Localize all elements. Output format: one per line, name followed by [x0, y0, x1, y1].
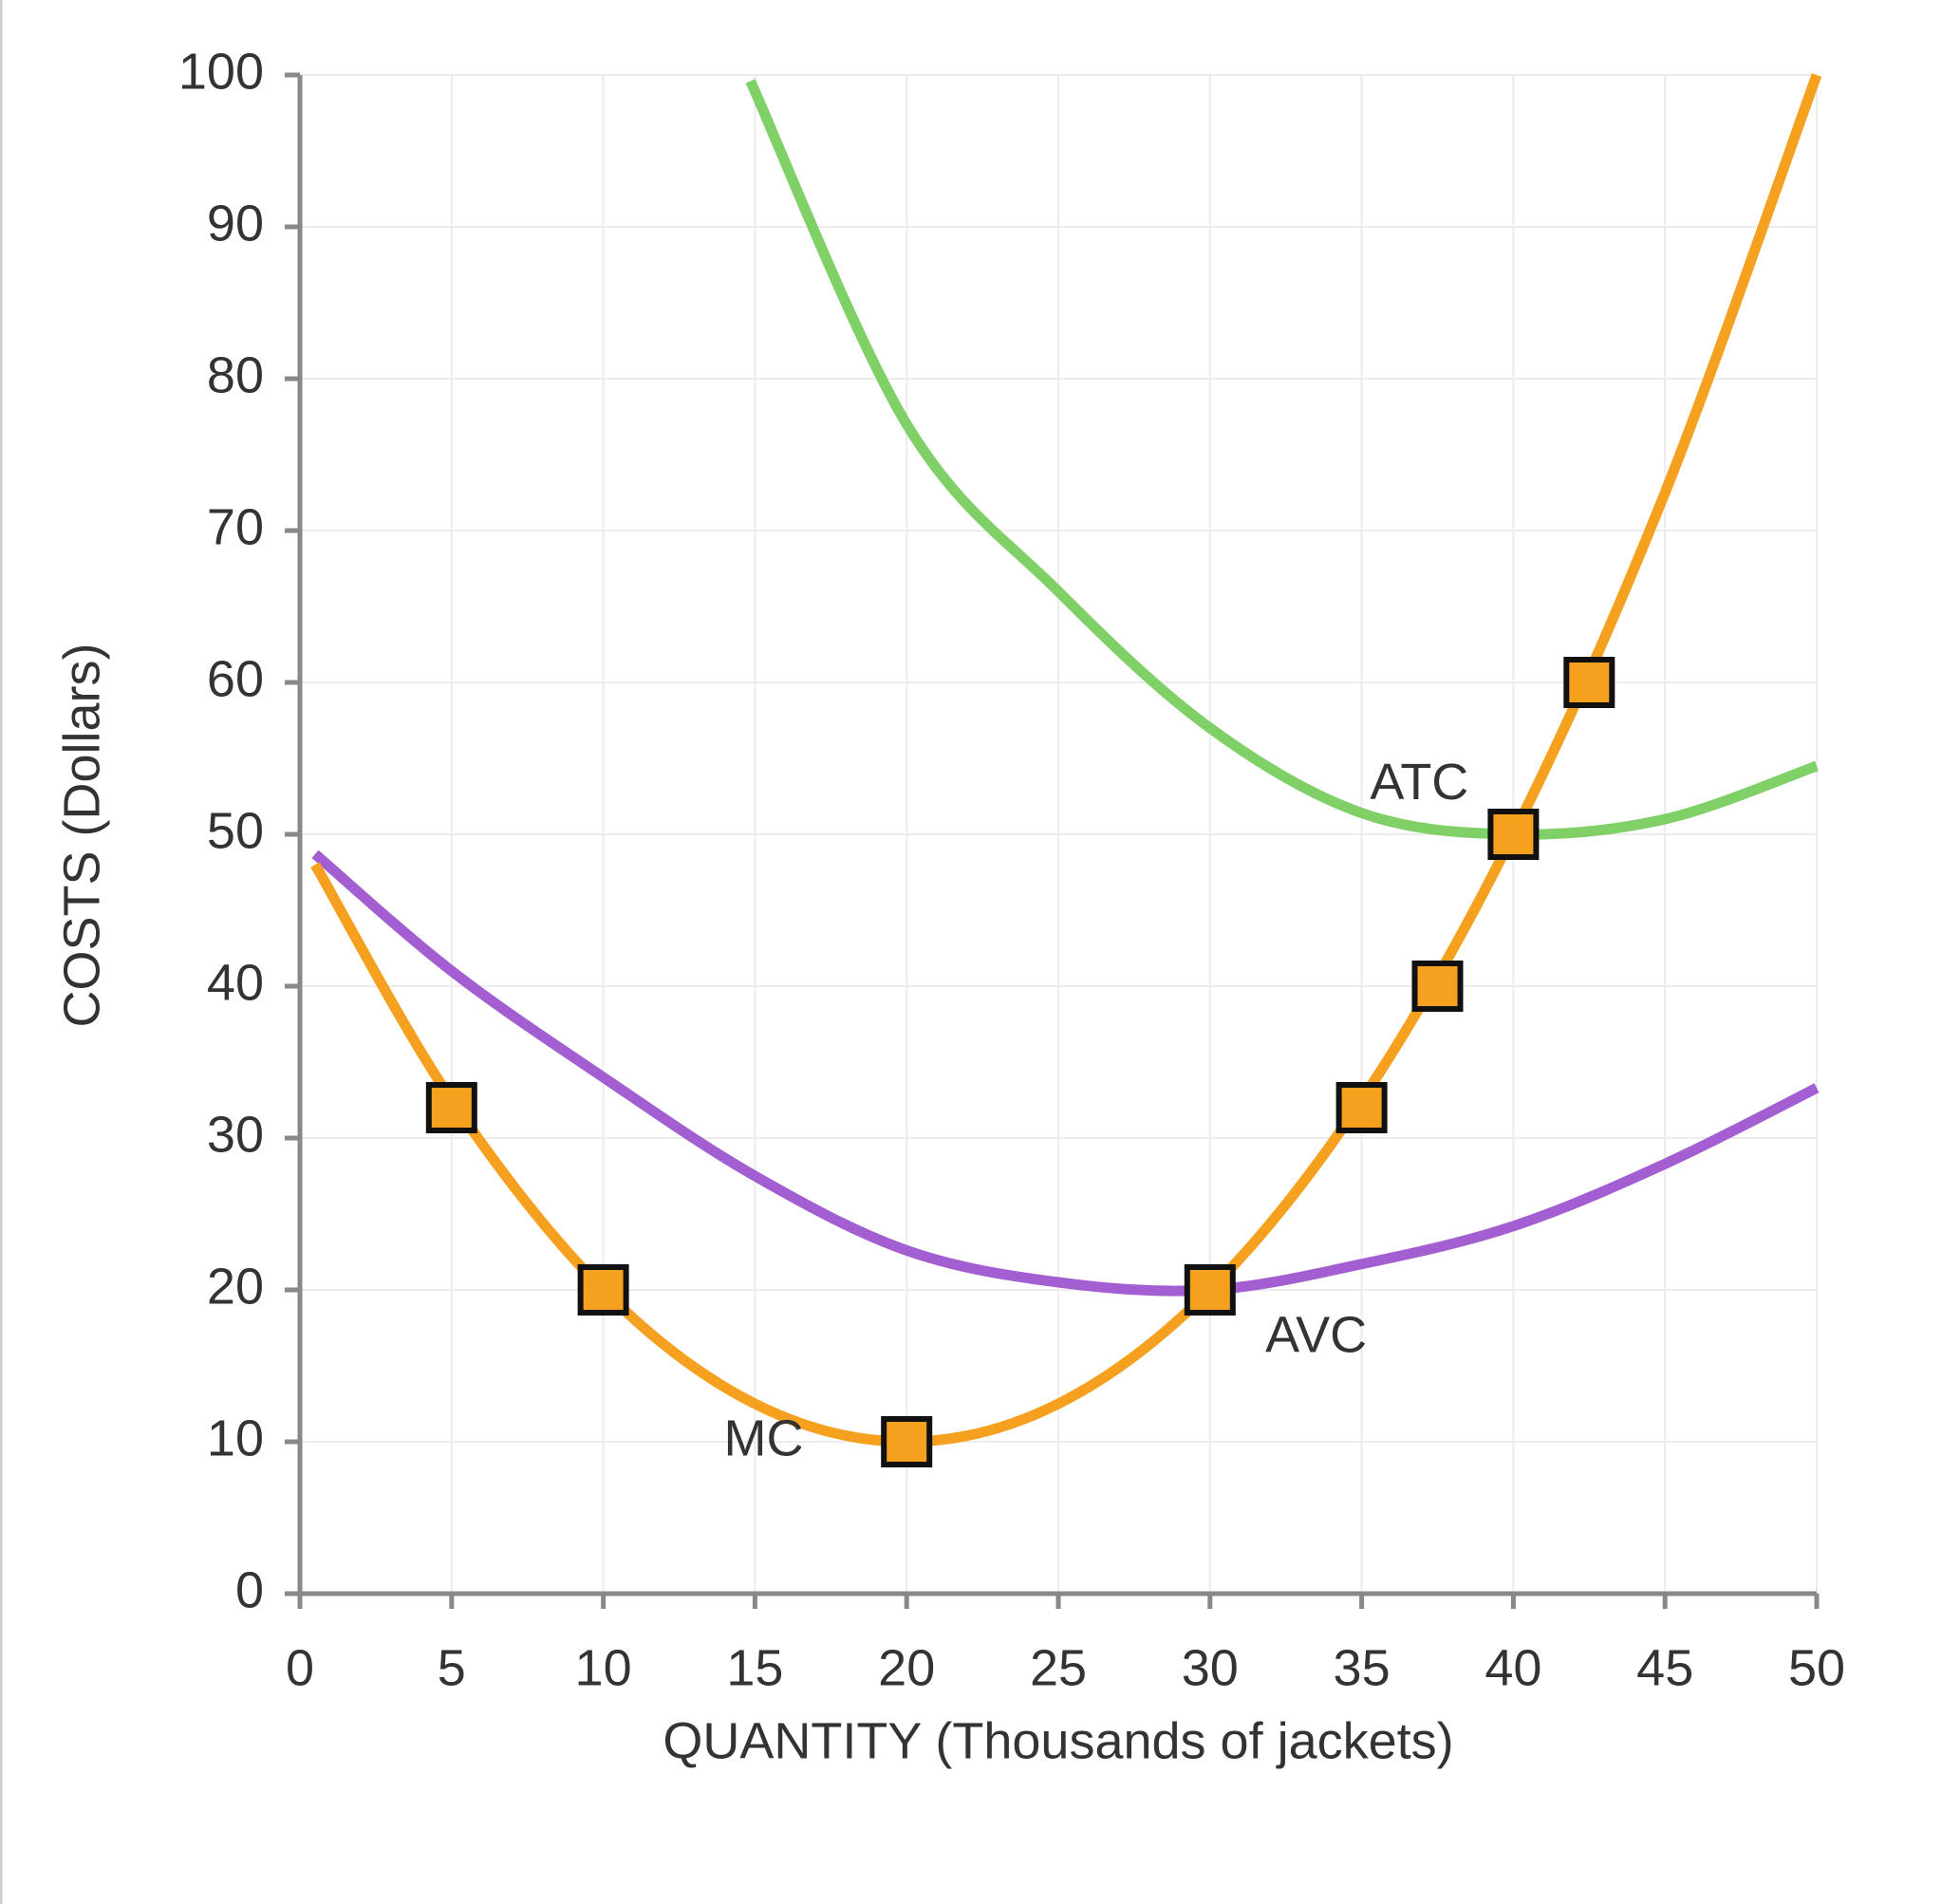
y-tick-label: 0	[235, 1561, 264, 1618]
x-tick-label: 25	[1030, 1639, 1087, 1696]
point-marker	[1563, 657, 1615, 708]
x-tick-label: 20	[878, 1639, 935, 1696]
y-tick-label: 90	[207, 195, 264, 252]
point-marker	[1487, 809, 1540, 860]
point-marker	[1184, 1264, 1236, 1316]
curve	[311, 849, 1820, 1297]
curve	[745, 79, 1819, 840]
x-tick-label: 40	[1485, 1639, 1541, 1696]
x-tick-label: 45	[1636, 1639, 1693, 1696]
point-marker	[1335, 1082, 1388, 1133]
curve	[310, 73, 1822, 1447]
point-marker	[577, 1264, 629, 1316]
curve-label: MC	[724, 1409, 804, 1466]
point-marker	[425, 1082, 477, 1133]
x-tick-label: 0	[286, 1639, 314, 1696]
curve-label: ATC	[1370, 754, 1468, 811]
y-tick-label: 20	[207, 1258, 264, 1315]
y-tick-label: 40	[207, 954, 264, 1011]
y-axis-title: COSTS (Dollars)	[53, 643, 110, 1027]
x-tick-label: 10	[575, 1639, 632, 1696]
x-axis-title: QUANTITY (Thousands of jackets)	[663, 1712, 1453, 1769]
curve-label: AVC	[1265, 1306, 1367, 1363]
y-tick-label: 60	[207, 650, 264, 707]
x-tick-label: 15	[726, 1639, 783, 1696]
point-marker	[1411, 961, 1464, 1012]
y-tick-label: 70	[207, 498, 264, 555]
x-tick-label: 35	[1334, 1639, 1391, 1696]
x-tick-label: 50	[1788, 1639, 1845, 1696]
y-tick-label: 80	[207, 346, 264, 403]
y-tick-label: 100	[178, 43, 264, 100]
x-tick-label: 30	[1182, 1639, 1239, 1696]
point-marker	[881, 1416, 933, 1467]
y-tick-label: 10	[207, 1409, 264, 1466]
y-tick-label: 50	[207, 802, 264, 859]
y-tick-label: 30	[207, 1106, 264, 1163]
x-tick-label: 5	[438, 1639, 466, 1696]
